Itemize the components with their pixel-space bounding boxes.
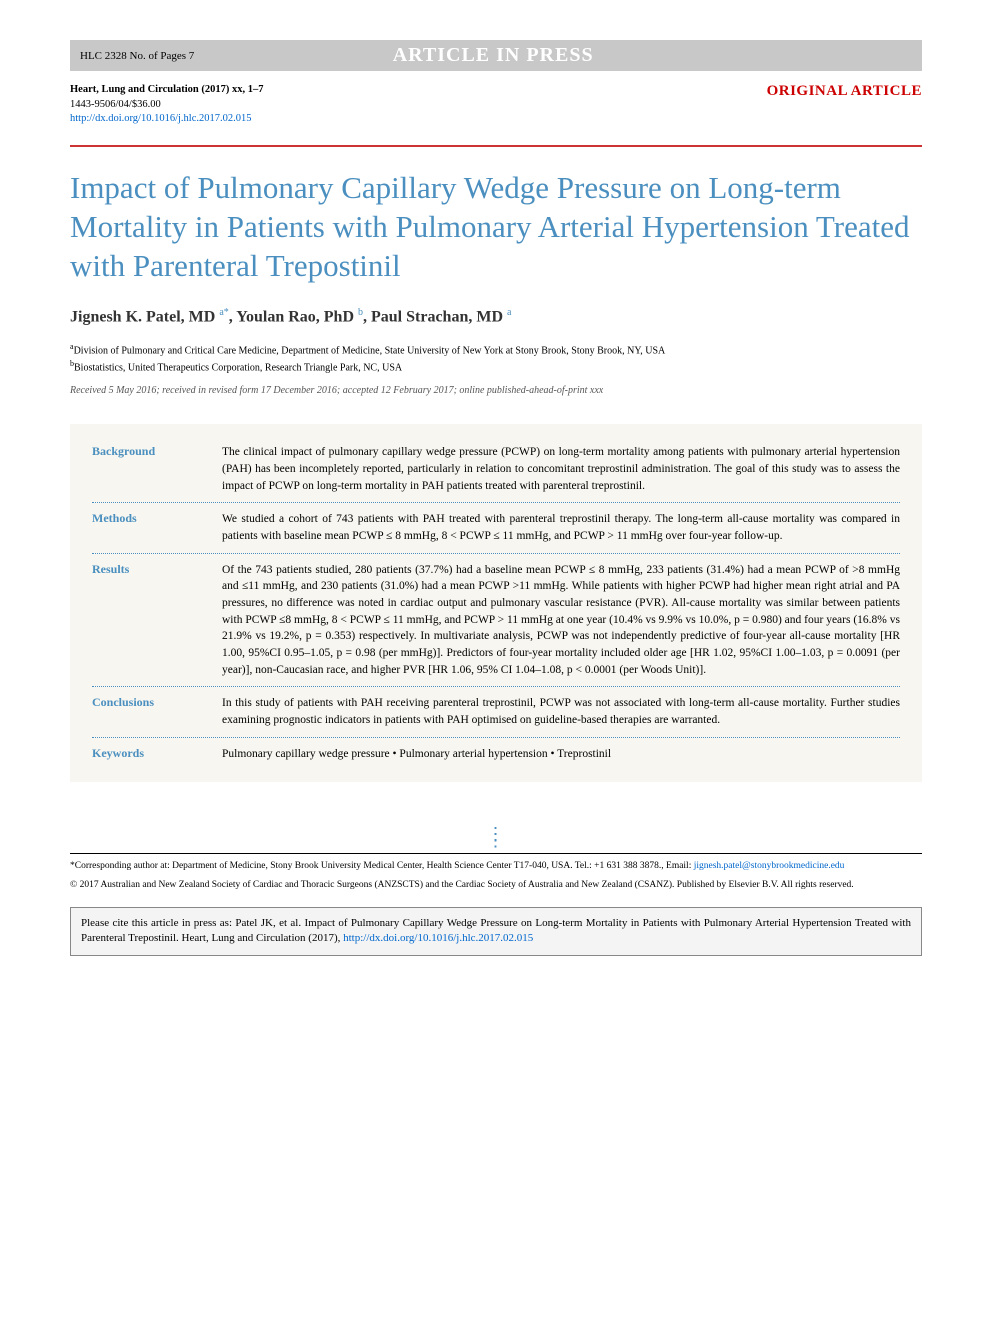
page-count: HLC 2328 No. of Pages 7	[80, 50, 194, 62]
divider-top	[70, 145, 922, 147]
abstract-row: BackgroundThe clinical impact of pulmona…	[92, 444, 900, 503]
copyright-note: © 2017 Australian and New Zealand Societ…	[70, 879, 922, 892]
abstract-row: ConclusionsIn this study of patients wit…	[92, 695, 900, 737]
authors: Jignesh K. Patel, MD a*, Youlan Rao, PhD…	[70, 307, 922, 326]
abstract-label: Results	[92, 562, 222, 679]
header: Heart, Lung and Circulation (2017) xx, 1…	[70, 83, 922, 127]
affiliations: aDivision of Pulmonary and Critical Care…	[70, 341, 922, 376]
abstract-label: Conclusions	[92, 695, 222, 728]
issn-price: 1443-9506/04/$36.00	[70, 98, 263, 113]
correspondence-email[interactable]: jignesh.patel@stonybrookmedicine.edu	[694, 861, 845, 871]
abstract-text: In this study of patients with PAH recei…	[222, 695, 900, 728]
article-history: Received 5 May 2016; received in revised…	[70, 385, 922, 396]
journal-citation: Heart, Lung and Circulation (2017) xx, 1…	[70, 83, 263, 98]
article-type: ORIGINAL ARTICLE	[767, 83, 922, 100]
correspondence-text: *Corresponding author at: Department of …	[70, 861, 694, 871]
abstract-text: We studied a cohort of 743 patients with…	[222, 511, 900, 544]
doi-link[interactable]: http://dx.doi.org/10.1016/j.hlc.2017.02.…	[70, 113, 252, 124]
abstract-label: Keywords	[92, 746, 222, 763]
abstract-box: BackgroundThe clinical impact of pulmona…	[70, 424, 922, 782]
journal-meta: Heart, Lung and Circulation (2017) xx, 1…	[70, 83, 263, 127]
abstract-text: Pulmonary capillary wedge pressure • Pul…	[222, 746, 900, 763]
cite-box: Please cite this article in press as: Pa…	[70, 907, 922, 956]
abstract-row: KeywordsPulmonary capillary wedge pressu…	[92, 746, 900, 763]
abstract-label: Methods	[92, 511, 222, 544]
top-bar: HLC 2328 No. of Pages 7 ARTICLE IN PRESS	[70, 40, 922, 71]
abstract-label: Background	[92, 444, 222, 494]
article-status: ARTICLE IN PRESS	[393, 44, 594, 67]
affiliation-line: bBiostatistics, United Therapeutics Corp…	[70, 358, 922, 375]
affiliation-line: aDivision of Pulmonary and Critical Care…	[70, 341, 922, 358]
cite-doi-link[interactable]: http://dx.doi.org/10.1016/j.hlc.2017.02.…	[343, 932, 533, 944]
abstract-row: ResultsOf the 743 patients studied, 280 …	[92, 562, 900, 688]
separator-dots: ⋮⋮	[70, 832, 922, 843]
correspondence-note: *Corresponding author at: Department of …	[70, 860, 922, 873]
abstract-text: The clinical impact of pulmonary capilla…	[222, 444, 900, 494]
abstract-row: MethodsWe studied a cohort of 743 patien…	[92, 511, 900, 553]
footer-divider	[70, 853, 922, 854]
abstract-text: Of the 743 patients studied, 280 patient…	[222, 562, 900, 679]
article-title: Impact of Pulmonary Capillary Wedge Pres…	[70, 169, 922, 285]
